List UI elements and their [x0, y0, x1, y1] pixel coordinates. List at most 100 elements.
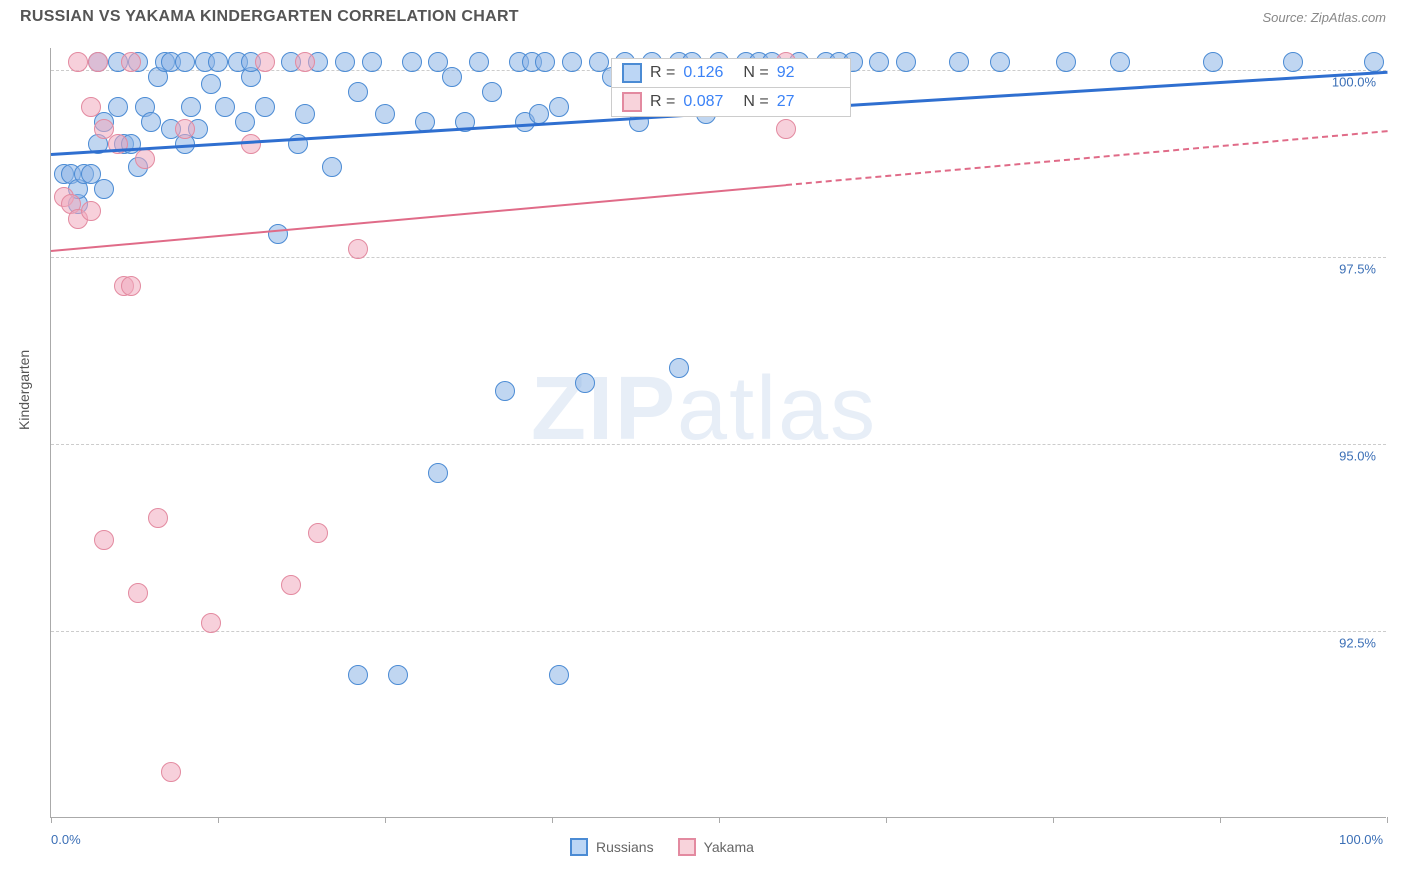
- data-point: [235, 112, 255, 132]
- data-point: [108, 97, 128, 117]
- legend-stats: R = 0.126 N = 92 R = 0.087 N = 27: [611, 58, 851, 117]
- data-point: [482, 82, 502, 102]
- r-value: 0.126: [683, 64, 735, 82]
- data-point: [322, 157, 342, 177]
- x-tick-label: 100.0%: [1339, 832, 1383, 847]
- data-point: [348, 665, 368, 685]
- legend-swatch: [622, 92, 642, 112]
- n-label: N =: [743, 64, 768, 82]
- data-point: [949, 52, 969, 72]
- data-point: [335, 52, 355, 72]
- data-point: [1110, 52, 1130, 72]
- chart-title: RUSSIAN VS YAKAMA KINDERGARTEN CORRELATI…: [20, 8, 519, 26]
- data-point: [869, 52, 889, 72]
- n-value: 92: [777, 64, 829, 82]
- legend-swatch: [622, 63, 642, 83]
- gridline-h: [51, 631, 1386, 632]
- data-point: [215, 97, 235, 117]
- data-point: [388, 665, 408, 685]
- data-point: [1203, 52, 1223, 72]
- data-point: [81, 201, 101, 221]
- x-tick: [552, 817, 553, 823]
- trend-line: [51, 184, 786, 252]
- data-point: [121, 276, 141, 296]
- data-point: [362, 52, 382, 72]
- legend-label: Yakama: [704, 839, 754, 855]
- data-point: [201, 74, 221, 94]
- data-point: [161, 762, 181, 782]
- data-point: [295, 104, 315, 124]
- r-value: 0.087: [683, 93, 735, 111]
- x-tick: [51, 817, 52, 823]
- data-point: [348, 239, 368, 259]
- data-point: [562, 52, 582, 72]
- trend-line: [786, 130, 1387, 186]
- data-point: [175, 119, 195, 139]
- x-tick: [719, 817, 720, 823]
- legend-swatch: [678, 838, 696, 856]
- y-axis-label: Kindergarten: [16, 350, 32, 430]
- data-point: [495, 381, 515, 401]
- legend-bottom: Russians Yakama: [570, 838, 754, 856]
- data-point: [442, 67, 462, 87]
- x-tick: [1053, 817, 1054, 823]
- data-point: [135, 149, 155, 169]
- data-point: [281, 575, 301, 595]
- data-point: [208, 52, 228, 72]
- gridline-h: [51, 444, 1386, 445]
- legend-item: Yakama: [678, 838, 754, 856]
- x-tick: [218, 817, 219, 823]
- data-point: [121, 52, 141, 72]
- x-tick: [1220, 817, 1221, 823]
- legend-swatch: [570, 838, 588, 856]
- data-point: [255, 52, 275, 72]
- data-point: [68, 52, 88, 72]
- data-point: [469, 52, 489, 72]
- data-point: [990, 52, 1010, 72]
- data-point: [348, 82, 368, 102]
- data-point: [94, 179, 114, 199]
- data-point: [295, 52, 315, 72]
- source-label: Source: ZipAtlas.com: [1262, 10, 1386, 25]
- data-point: [181, 97, 201, 117]
- n-value: 27: [777, 93, 829, 111]
- x-tick-label: 0.0%: [51, 832, 81, 847]
- data-point: [402, 52, 422, 72]
- scatter-chart: ZIPatlas 92.5%95.0%97.5%100.0%0.0%100.0%…: [50, 48, 1386, 818]
- data-point: [549, 97, 569, 117]
- data-point: [669, 358, 689, 378]
- data-point: [88, 52, 108, 72]
- data-point: [148, 508, 168, 528]
- data-point: [535, 52, 555, 72]
- data-point: [201, 613, 221, 633]
- y-tick-label: 95.0%: [1339, 449, 1376, 464]
- data-point: [1283, 52, 1303, 72]
- data-point: [575, 373, 595, 393]
- x-tick: [886, 817, 887, 823]
- x-tick: [385, 817, 386, 823]
- data-point: [81, 97, 101, 117]
- data-point: [896, 52, 916, 72]
- y-tick-label: 100.0%: [1332, 75, 1376, 90]
- r-label: R =: [650, 64, 675, 82]
- data-point: [268, 224, 288, 244]
- y-tick-label: 92.5%: [1339, 636, 1376, 651]
- x-tick: [1387, 817, 1388, 823]
- n-label: N =: [743, 93, 768, 111]
- legend-item: Russians: [570, 838, 654, 856]
- data-point: [128, 583, 148, 603]
- data-point: [255, 97, 275, 117]
- legend-label: Russians: [596, 839, 654, 855]
- legend-stats-row: R = 0.087 N = 27: [612, 87, 850, 116]
- data-point: [241, 134, 261, 154]
- gridline-h: [51, 257, 1386, 258]
- data-point: [175, 52, 195, 72]
- data-point: [428, 463, 448, 483]
- data-point: [94, 530, 114, 550]
- data-point: [141, 112, 161, 132]
- data-point: [1056, 52, 1076, 72]
- y-tick-label: 97.5%: [1339, 262, 1376, 277]
- data-point: [308, 523, 328, 543]
- data-point: [549, 665, 569, 685]
- r-label: R =: [650, 93, 675, 111]
